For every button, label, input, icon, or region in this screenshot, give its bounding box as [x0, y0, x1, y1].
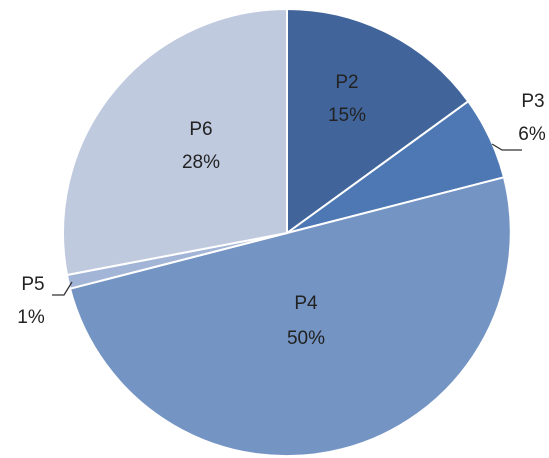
slice-labels: P2 15% P3 6% P4 50% P5 1% P6 28%	[17, 72, 546, 349]
slice-name-p5: P5	[21, 274, 44, 295]
pie-slice-p4	[68, 176, 512, 458]
leader-lines	[52, 143, 522, 296]
pie-slice-p2	[286, 7, 470, 235]
slice-value-p5: 1%	[17, 307, 45, 328]
slice-name-p4: P4	[294, 293, 318, 314]
slice-name-p3: P3	[521, 91, 544, 112]
slice-value-p6: 28%	[182, 152, 220, 173]
slice-name-p2: P2	[335, 72, 358, 93]
slice-value-p3: 6%	[518, 124, 546, 145]
leader-line-p3	[491, 143, 522, 151]
slice-value-p4: 50%	[287, 328, 325, 349]
pie-slices	[62, 7, 512, 458]
leader-line-p5	[52, 281, 73, 296]
slice-name-p6: P6	[189, 119, 212, 140]
slice-value-p2: 15%	[328, 105, 366, 126]
pie-slice-p6	[62, 7, 288, 277]
